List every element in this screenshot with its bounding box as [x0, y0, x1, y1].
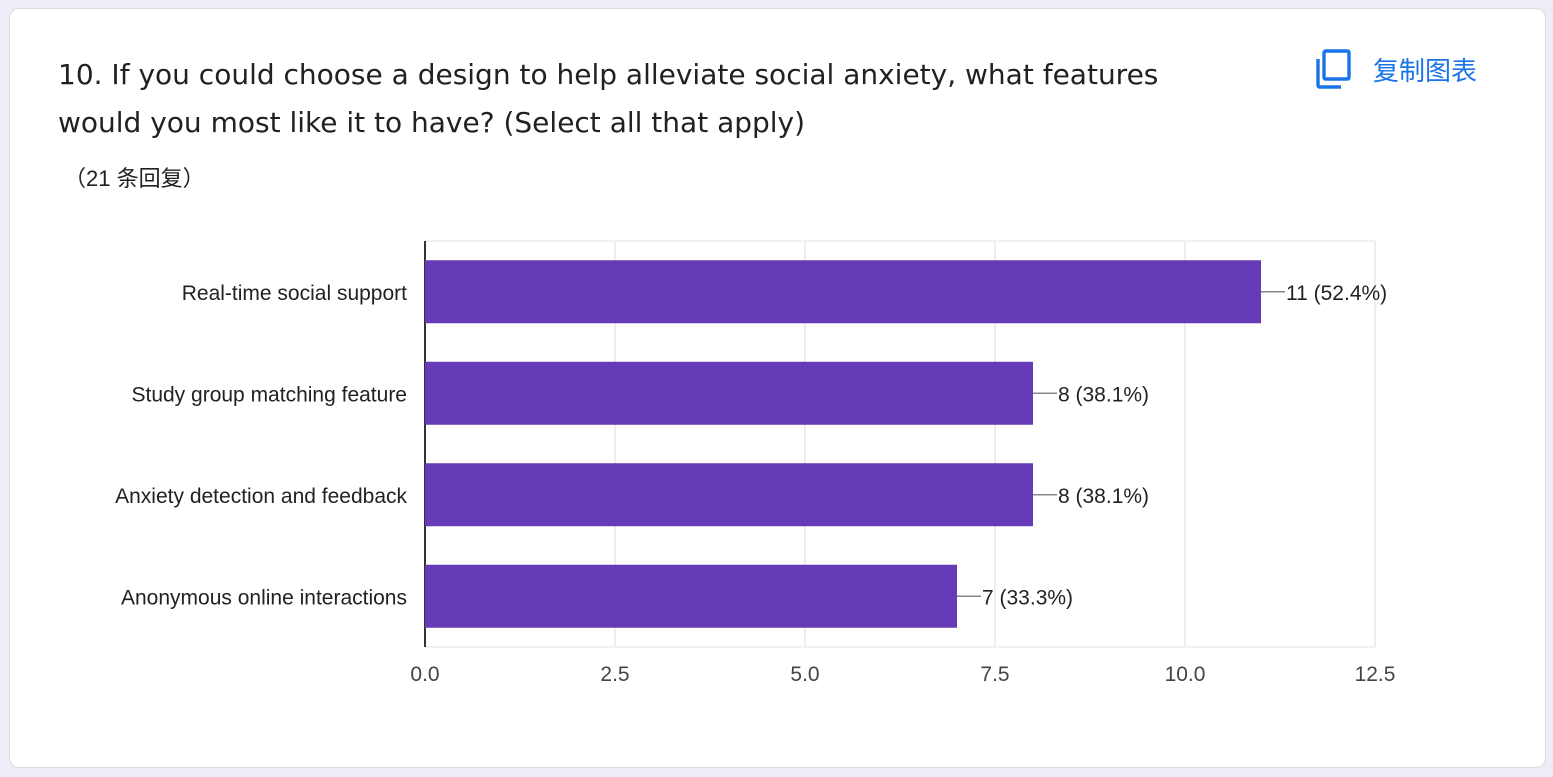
data-label: 11 (52.4%): [1286, 282, 1387, 305]
data-label: 8 (38.1%): [1058, 485, 1149, 508]
copy-chart-button[interactable]: 复制图表: [1315, 47, 1477, 91]
bar: [425, 260, 1261, 324]
data-label: 8 (38.1%): [1058, 383, 1149, 406]
x-tick-label: 10.0: [1165, 663, 1206, 686]
bar: [425, 463, 1033, 527]
bar: [425, 361, 1033, 425]
bars: [425, 260, 1261, 628]
data-label: 7 (33.3%): [982, 586, 1073, 609]
x-tick-label: 12.5: [1355, 663, 1396, 686]
chart-card: 10. If you could choose a design to help…: [9, 8, 1546, 768]
response-count: （21 条回复）: [64, 166, 205, 191]
category-label: Anonymous online interactions: [121, 586, 407, 609]
labels: 0.0 2.5 5.0 7.5 10.0 12.5 Real-time social sup…: [115, 282, 1395, 686]
x-tick-label: 5.0: [790, 663, 819, 686]
copy-icon: [1316, 49, 1351, 89]
x-tick-label: 2.5: [600, 663, 629, 686]
category-label: Study group matching feature: [131, 383, 407, 406]
category-label: Anxiety detection and feedback: [115, 485, 407, 508]
question-title: 10. If you could choose a design to help…: [58, 58, 1159, 139]
x-tick-label: 0.0: [410, 663, 439, 686]
x-tick-label: 7.5: [980, 663, 1009, 686]
copy-chart-label: 复制图表: [1373, 55, 1478, 86]
bar: [425, 564, 957, 628]
category-label: Real-time social support: [182, 282, 407, 305]
